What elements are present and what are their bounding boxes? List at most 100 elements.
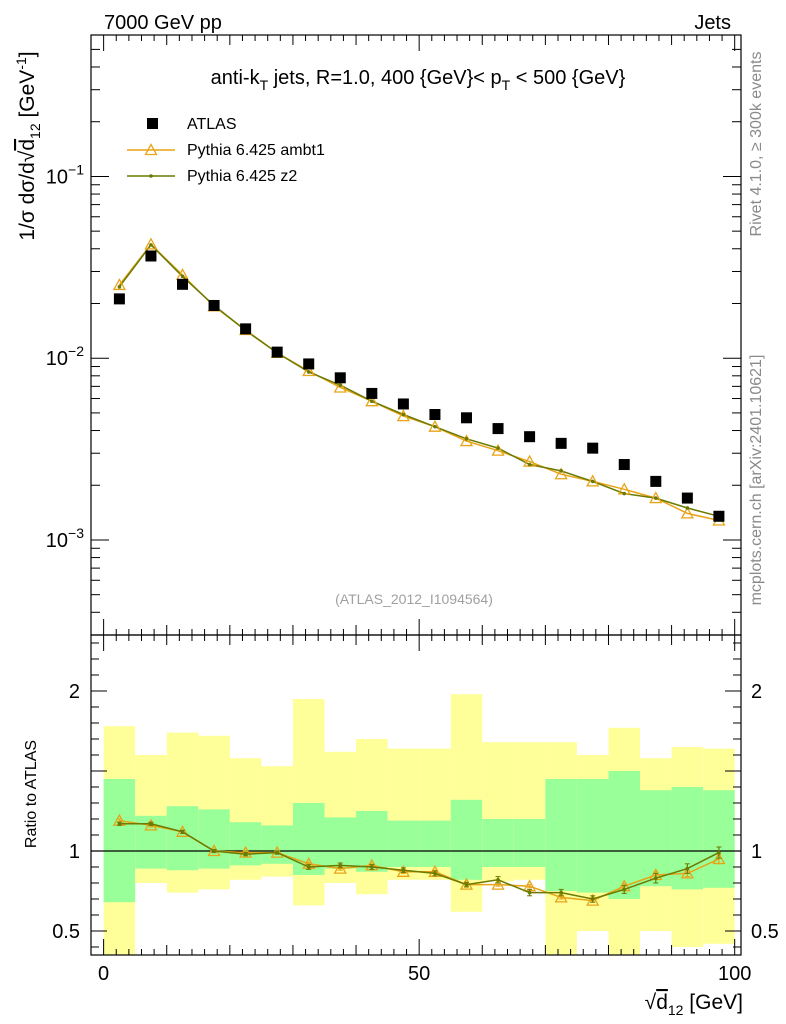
ratio-band-inner [419,820,451,867]
ratio-point-z2 [149,822,153,826]
main-point-ambt1 [554,467,568,480]
plot-marks: 0 50 100 10−1 10−2 10−3 0.5 0.5 1 1 2 2 [46,34,779,985]
ratio-band-inner [229,822,262,866]
ratio-point-ambt1 [207,844,221,857]
ratio-point-z2 [654,876,658,880]
ratio-line-z2 [119,823,720,900]
ratio-point-z2 [338,863,343,868]
ratio-point-z2 [306,865,311,869]
ratio-point-z2 [717,850,721,855]
ratio-point-z2 [590,897,595,901]
ratio-band-inner [608,771,641,899]
ratio-point-ambt1 [491,877,505,890]
svg-text:√d12 [GeV]: √d12 [GeV] [645,991,743,1018]
main-point-z2 [622,491,627,496]
svg-text:1/σ dσ/d√d12 [GeV-1]: 1/σ dσ/d√d12 [GeV-1] [13,51,43,240]
ratio-point-z2 [401,868,406,872]
main-point-ambt1 [112,278,126,291]
ratio-band-inner [450,799,483,880]
main-point-ambt1 [144,237,158,250]
main-point-atlas [397,398,409,410]
x-tick-label: 100 [718,963,751,985]
main-point-atlas [271,346,283,358]
main-point-atlas [713,510,725,522]
legend-label-ambt1: Pythia 6.425 ambt1 [187,142,325,159]
ratio-point-ambt1 [680,866,694,879]
main-point-z2 [306,370,311,374]
ratio-point-z2 [275,850,279,855]
ratio-band-inner [387,820,420,867]
ratio-band-inner [356,811,388,872]
ratio-point-ambt1 [586,893,600,906]
main-point-atlas [681,492,693,504]
ratio-band-inner [545,779,577,891]
legend: ATLAS Pythia 6.425 ambt1 Pythia 6.425 z2 [127,116,325,185]
ratio-point-z2 [527,890,532,895]
ratio-point-z2 [433,871,437,876]
main-point-ambt1 [365,394,379,407]
legend-marker-ambt1 [144,143,158,156]
main-title: anti-kT jets, R=1.0, 400 {GeV}< pT < 500… [211,67,626,93]
main-point-z2 [149,243,153,247]
main-point-atlas [650,475,662,487]
main-point-atlas [460,412,472,424]
ratio-point-z2 [212,849,216,853]
main-point-atlas [555,437,567,449]
mcplots-label: mcplots.cern.ch [arXiv:2401.10621] [748,355,765,606]
main-point-z2 [370,399,374,403]
ratio-y-tick-label-left: 2 [69,681,80,703]
main-point-atlas [303,358,315,370]
main-point-z2 [464,437,469,441]
main-point-atlas [524,431,536,443]
main-point-z2 [559,469,563,473]
legend-label-z2: Pythia 6.425 z2 [187,168,297,185]
main-point-atlas [177,278,189,290]
ratio-point-z2 [464,882,469,887]
ratio-point-ambt1 [712,852,726,865]
ratio-y-tick-label-left: 1 [69,841,80,863]
main-point-z2 [496,446,500,450]
main-point-atlas [145,250,157,262]
ratio-band-inner [576,779,609,893]
ratio-point-ambt1 [333,861,347,874]
main-point-z2 [338,383,343,388]
main-point-z2 [590,479,595,484]
main-point-ambt1 [586,474,600,487]
main-point-atlas [618,459,630,471]
main-point-ambt1 [459,434,474,447]
header-left: 7000 GeV pp [104,12,222,34]
ratio-point-z2 [117,822,122,826]
main-point-atlas [587,442,599,454]
ratio-band-inner [103,779,136,903]
main-point-z2 [401,412,406,417]
rivet-label: Rivet 4.1.0, ≥ 300k events [748,52,765,237]
ratio-point-z2 [243,852,248,856]
main-point-z2 [685,506,690,510]
ratio-band-inner [324,817,357,869]
main-y-tick-label: 10−2 [46,343,84,370]
ratio-band-inner [513,819,546,867]
ratio-point-z2 [685,866,690,871]
ratio-band-inner [482,819,514,867]
legend-marker-atlas [147,118,158,129]
main-point-atlas [334,372,346,384]
main-point-ambt1 [333,380,347,393]
main-point-z2 [527,462,532,467]
analysis-watermark: (ATLAS_2012_I1094564) [335,591,493,607]
ratio-band-inner [198,809,230,869]
ratio-y-tick-label-right: 1 [751,841,762,863]
legend-marker-z2 [149,174,153,178]
ratio-point-z2 [180,830,185,834]
main-point-ambt1 [491,443,505,456]
xlabel: √d12 [GeV] [645,991,743,1018]
main-point-atlas [208,299,220,311]
main-y-tick-label: 10−1 [46,161,84,188]
ratio-point-z2 [370,865,374,869]
main-point-ambt1 [396,409,410,422]
main-point-ambt1 [428,419,442,432]
main-point-ambt1 [680,506,694,519]
main-point-ambt1 [649,491,663,504]
ratio-y-tick-label-right: 0.5 [751,921,779,943]
ratio-point-ambt1 [396,864,410,877]
main-point-atlas [113,293,125,305]
